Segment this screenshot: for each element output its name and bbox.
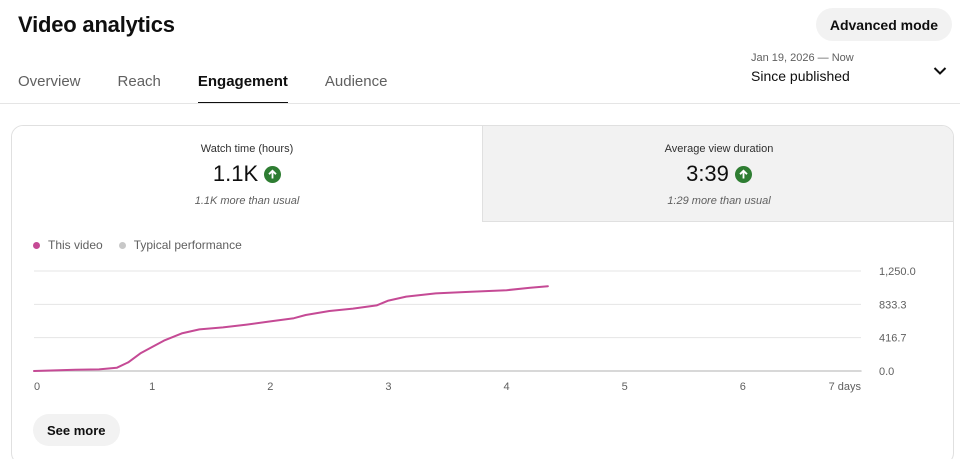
- legend-label: Typical performance: [133, 238, 242, 252]
- x-tick-label: 0: [34, 381, 40, 393]
- tab-reach[interactable]: Reach: [117, 73, 161, 90]
- x-tick-label: 6: [740, 381, 746, 393]
- metric-note: 1:29 more than usual: [667, 195, 771, 207]
- series-line-this-video: [33, 285, 549, 372]
- watch-time-chart: 1,250.0 833.3 416.7 0.0 0 1 2 3 4 5 6 7 days: [33, 266, 916, 393]
- tab-engagement[interactable]: Engagement: [197, 66, 288, 104]
- date-range-label: Since published: [751, 68, 850, 84]
- tab-audience[interactable]: Audience: [324, 73, 388, 90]
- chart-legend: This video Typical performance: [33, 238, 242, 252]
- y-tick-label: 1,250.0: [879, 266, 916, 278]
- metric-value: 3:39: [686, 161, 729, 186]
- legend-label: This video: [48, 238, 103, 252]
- x-tick-label: 7 days: [829, 381, 862, 393]
- x-tick-label: 1: [149, 381, 155, 393]
- advanced-mode-button[interactable]: Advanced mode: [815, 8, 952, 41]
- date-range-picker[interactable]: Jan 19, 2026 — Now Since published: [751, 52, 951, 92]
- tab-overview[interactable]: Overview: [18, 73, 81, 90]
- metric-label: Watch time (hours): [200, 143, 294, 155]
- metric-value: 1.1K: [212, 161, 259, 186]
- y-tick-label: 0.0: [879, 366, 894, 378]
- analytics-card: Watch time (hours) 1.1K 1.1K more than u…: [11, 125, 954, 459]
- y-tick-label: 833.3: [879, 299, 907, 311]
- tabs-divider: [0, 103, 960, 104]
- x-tick-label: 4: [504, 381, 510, 393]
- metric-label: Average view duration: [664, 143, 774, 155]
- legend-dot: [118, 241, 126, 249]
- date-range-text: Jan 19, 2026 — Now: [751, 52, 854, 64]
- x-tick-label: 5: [622, 381, 628, 393]
- see-more-button[interactable]: See more: [33, 414, 120, 446]
- legend-item-typical[interactable]: Typical performance: [118, 238, 242, 252]
- y-tick-label: 416.7: [879, 333, 907, 345]
- trend-up-icon: [264, 165, 282, 183]
- metric-average-view-duration[interactable]: Average view duration 3:39 1:29 more tha…: [482, 126, 953, 222]
- legend-dot: [33, 241, 40, 249]
- chevron-down-icon[interactable]: [933, 66, 947, 76]
- metric-note: 1.1K more than usual: [194, 195, 300, 207]
- tab-bar: Overview Reach Engagement Audience: [18, 66, 424, 104]
- metric-watch-time[interactable]: Watch time (hours) 1.1K 1.1K more than u…: [12, 126, 482, 222]
- x-tick-label: 2: [267, 381, 273, 393]
- legend-item-this-video[interactable]: This video: [33, 238, 103, 252]
- page-title: Video analytics: [18, 12, 175, 37]
- trend-up-icon: [734, 165, 752, 183]
- x-tick-label: 3: [385, 381, 391, 393]
